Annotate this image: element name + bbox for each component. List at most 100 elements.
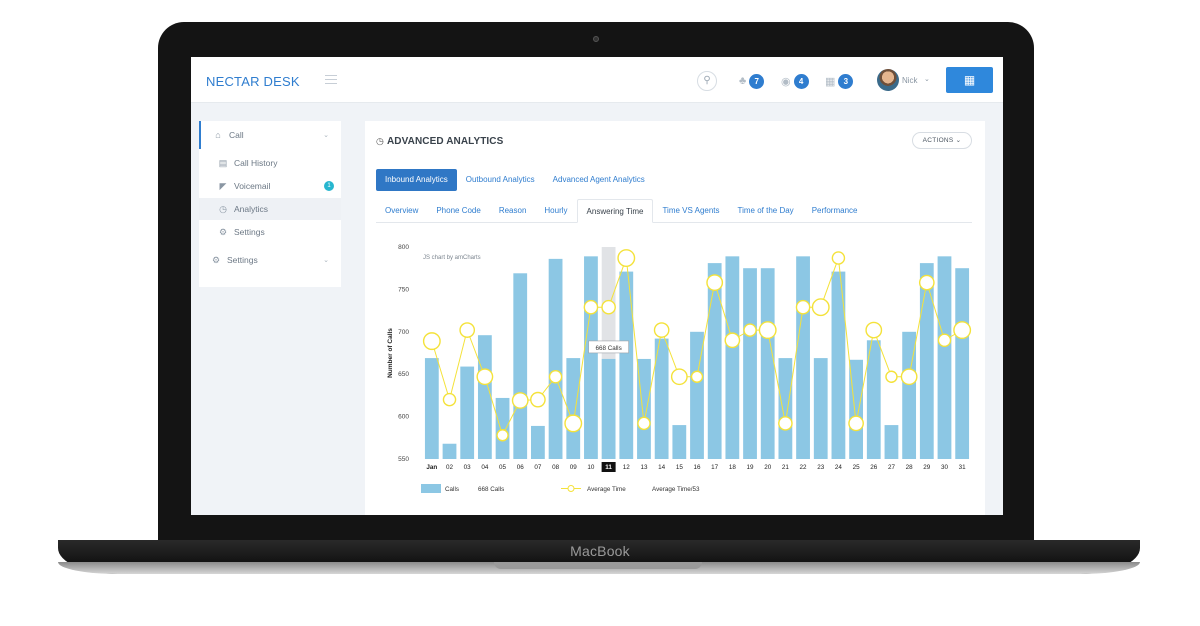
- x-tick-label: 30: [941, 464, 949, 471]
- chevron-down-icon[interactable]: ⌄: [924, 76, 930, 83]
- sidebar-item-analytics[interactable]: ◷ Analytics: [199, 198, 341, 220]
- avatar[interactable]: [877, 69, 899, 91]
- chevron-down-icon: ⌄: [323, 257, 329, 264]
- headset-icon: ◉: [781, 75, 791, 88]
- average-time-point-09: [564, 414, 583, 433]
- bar-18: [725, 256, 740, 459]
- average-time-point-29: [918, 274, 935, 291]
- page-title-text: ADVANCED ANALYTICS: [386, 136, 504, 147]
- sidebar-item-label: Analytics: [234, 204, 269, 214]
- average-time-point-07: [530, 391, 546, 408]
- chart-icon: ◷: [376, 136, 384, 146]
- user-name[interactable]: Nick: [902, 76, 918, 85]
- bar-08: [548, 258, 563, 459]
- bar-Jan: [424, 358, 439, 459]
- average-time-point-28: [900, 368, 918, 386]
- analytics-subtabs: Overview Phone Code Reason Hourly Answering …: [376, 199, 972, 223]
- legend-average-time-marker: [567, 485, 575, 492]
- top-bar: NECTAR DESK ⚲ ♣ 7 ◉ 4 ▦ 3 Nick ⌄ ▦: [191, 57, 1003, 103]
- average-time-point-30: [937, 333, 952, 348]
- menu-toggle-icon[interactable]: [325, 75, 337, 84]
- apps-grid-button[interactable]: ▦: [946, 67, 993, 93]
- agents-badge: 4: [793, 73, 809, 89]
- x-tick-label: 21: [782, 464, 790, 471]
- tab-outbound-analytics[interactable]: Outbound Analytics: [465, 175, 535, 184]
- subtab-answering-time[interactable]: Answering Time: [576, 199, 654, 223]
- x-tick-highlight: [601, 462, 616, 472]
- chevron-down-icon: ⌄: [323, 132, 329, 139]
- average-time-point-27: [885, 370, 898, 383]
- bar-23: [813, 358, 828, 459]
- x-tick-label: 17: [711, 464, 719, 471]
- bar-02: [442, 443, 457, 459]
- average-time-point-18: [724, 332, 741, 349]
- bar-25: [849, 359, 863, 459]
- bar-27: [884, 425, 899, 459]
- sidebar-item-call-history[interactable]: ▤ Call History: [199, 152, 341, 174]
- average-time-point-24: [831, 251, 846, 265]
- sidebar-item-call-settings[interactable]: ⚙ Settings: [199, 221, 341, 243]
- y-tick-label: 600: [398, 414, 409, 421]
- average-time-point-Jan: [422, 332, 441, 351]
- calendar-badge: 3: [838, 73, 854, 89]
- average-time-point-14: [653, 322, 670, 338]
- bar-17: [707, 263, 722, 459]
- notifications-button[interactable]: ♣ 7: [739, 72, 765, 90]
- subtab-phone-code[interactable]: Phone Code: [436, 206, 481, 215]
- sidebar-item-voicemail[interactable]: ◤ Voicemail 1: [199, 175, 341, 197]
- average-time-point-19: [743, 323, 757, 337]
- subtab-time-of-the-day[interactable]: Time of the Day: [737, 206, 794, 215]
- home-icon: ⌂: [215, 130, 221, 140]
- tab-advanced-agent-analytics[interactable]: Advanced Agent Analytics: [552, 175, 645, 184]
- app-logo[interactable]: NECTAR DESK: [206, 74, 300, 89]
- sidebar-item-label: Voicemail: [234, 181, 271, 191]
- laptop-notch: [494, 562, 702, 569]
- legend-average-time-label: Average Time: [587, 486, 626, 493]
- x-tick-label: 27: [888, 464, 896, 471]
- bar-11: [601, 358, 616, 459]
- average-time-point-25: [848, 415, 864, 432]
- subtab-time-vs-agents[interactable]: Time VS Agents: [662, 206, 720, 215]
- bar-29: [919, 263, 934, 459]
- tab-inbound-analytics[interactable]: Inbound Analytics: [376, 169, 457, 191]
- bar-31: [955, 268, 970, 459]
- bell-icon: ♣: [739, 75, 747, 87]
- subtab-overview[interactable]: Overview: [385, 206, 419, 215]
- x-tick-label: 24: [835, 464, 843, 471]
- agents-button[interactable]: ◉ 4: [781, 72, 809, 90]
- search-icon[interactable]: ⚲: [697, 71, 717, 91]
- legend-calls-value: 668 Calls: [478, 486, 504, 493]
- bar-26: [866, 340, 881, 459]
- bar-12: [619, 271, 634, 459]
- bar-16: [690, 331, 704, 459]
- average-time-point-15: [670, 368, 688, 386]
- legend-average-time-value: Average Time/53: [652, 486, 700, 493]
- bar-13: [637, 358, 651, 459]
- bar-09: [566, 358, 581, 459]
- chart-credit: JS chart by amCharts: [423, 255, 481, 261]
- bar-15: [672, 425, 687, 459]
- x-tick-label: 23: [817, 464, 825, 471]
- legend-calls-label: Calls: [445, 486, 459, 493]
- screen: NECTAR DESK ⚲ ♣ 7 ◉ 4 ▦ 3 Nick ⌄ ▦ ⌂ Cal…: [191, 57, 1003, 515]
- average-time-point-17: [706, 274, 724, 292]
- calendar-button[interactable]: ▦ 3: [825, 72, 854, 90]
- tooltip-box: [588, 340, 629, 354]
- average-time-point-03: [459, 322, 476, 338]
- average-time-point-06: [511, 392, 529, 409]
- sidebar-item-settings[interactable]: ⚙ Settings ⌄: [199, 249, 341, 271]
- x-tick-label: 29: [923, 464, 931, 471]
- x-tick-label: 06: [517, 464, 525, 471]
- x-tick-label: 15: [676, 464, 684, 471]
- sidebar-item-call[interactable]: ⌂ Call ⌄: [199, 121, 341, 149]
- average-time-point-10: [583, 299, 599, 315]
- chart-icon: ◷: [219, 203, 227, 214]
- average-time-point-12: [617, 249, 636, 267]
- subtab-hourly[interactable]: Hourly: [544, 206, 568, 215]
- subtab-performance[interactable]: Performance: [811, 206, 858, 215]
- y-tick-label: 800: [398, 244, 409, 251]
- x-tick-label: 16: [693, 464, 701, 471]
- actions-button[interactable]: ACTIONS ⌄: [912, 132, 972, 149]
- subtab-reason[interactable]: Reason: [498, 206, 527, 215]
- average-time-point-22: [795, 299, 811, 315]
